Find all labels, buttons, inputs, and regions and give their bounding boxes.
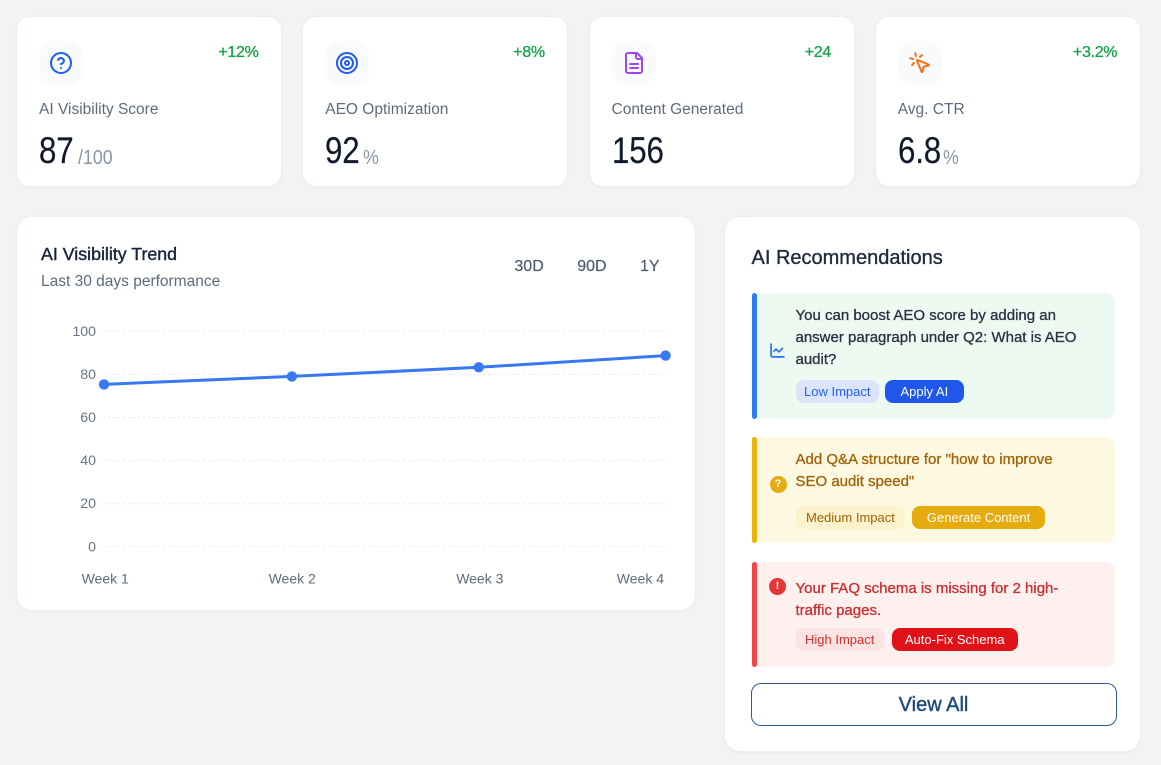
svg-text:100: 100	[72, 324, 96, 340]
svg-text:80: 80	[80, 367, 96, 383]
svg-text:Week 1: Week 1	[82, 570, 129, 586]
svg-text:60: 60	[80, 410, 96, 426]
svg-text:20: 20	[80, 496, 96, 512]
svg-text:0: 0	[88, 539, 96, 555]
svg-text:Week 4: Week 4	[617, 570, 664, 586]
svg-text:40: 40	[80, 453, 96, 469]
svg-text:Week 2: Week 2	[269, 570, 316, 586]
svg-text:Week 3: Week 3	[456, 570, 503, 586]
